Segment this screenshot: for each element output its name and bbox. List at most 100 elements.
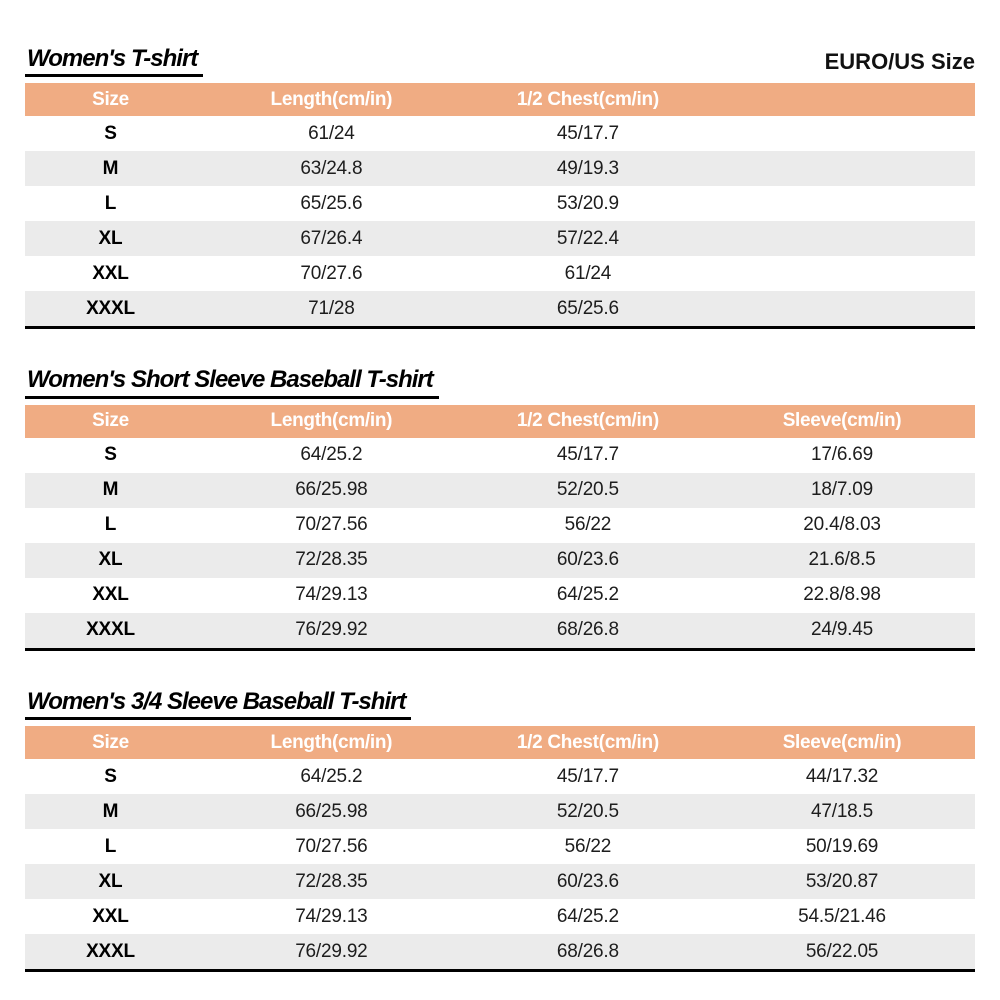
measurement-cell (709, 186, 975, 221)
measurement-cell: 76/29.92 (295, 940, 368, 962)
table-header-row: Size Length(cm/in) 1/2 Chest(cm/in) Sleeve(… (25, 404, 975, 438)
column-header: 1/2 Chest(cm/in) (466, 83, 709, 117)
size-cell: XXL (92, 584, 129, 606)
measurement-cell: 17/6.69 (811, 444, 873, 466)
measurement-cell: 22.8/8.98 (803, 584, 881, 606)
table-header-row: Size Length(cm/in) 1/2 Chest(cm/in) Sleeve(… (25, 726, 975, 760)
size-table: Size Length(cm/in) 1/2 Chest(cm/in) S 61/24… (25, 83, 975, 330)
measurement-cell: 64/25.2 (556, 905, 619, 927)
measurement-cell: 66/25.98 (295, 800, 368, 822)
measurement-cell: 70/27.56 (295, 514, 368, 536)
measurement-cell: 66/25.98 (295, 479, 368, 501)
table-body: S 64/25.2 45/17.7 17/6.69 M 66/25.98 52/20.5 18… (25, 438, 975, 650)
measurement-cell: 70/27.56 (295, 835, 368, 857)
table-row: XL 67/26.4 57/22.4 (25, 221, 975, 257)
measurement-cell: 64/25.2 (300, 765, 363, 787)
measurement-cell: 61/24 (308, 122, 355, 144)
measurement-cell: 45/17.7 (556, 444, 619, 466)
measurement-cell (709, 151, 975, 186)
measurement-cell: 76/29.92 (295, 619, 368, 641)
column-header: Sleeve(cm/in) (709, 726, 975, 760)
measurement-cell: 70/27.6 (300, 262, 363, 284)
column-header: 1/2 Chest(cm/in) (466, 726, 709, 760)
measurement-cell: 63/24.8 (300, 157, 363, 179)
size-cell: XXXL (86, 940, 135, 962)
table-row: XL 72/28.35 60/23.6 53/20.87 (25, 864, 975, 900)
size-standard-label: EURO/US Size (824, 49, 975, 75)
column-header: 1/2 Chest(cm/in) (466, 404, 709, 438)
size-cell: L (104, 192, 117, 214)
size-chart-sections: Women's T-shirt EURO/US Size Size Length(… (25, 45, 975, 973)
size-cell: L (104, 835, 117, 857)
column-header: Size (25, 726, 196, 760)
column-header: Length(cm/in) (196, 726, 467, 760)
table-row: XXXL 71/28 65/25.6 (25, 291, 975, 328)
size-cell: XXXL (86, 297, 135, 319)
measurement-cell (709, 221, 975, 256)
measurement-cell: 53/20.87 (805, 870, 879, 892)
measurement-cell: 49/19.3 (556, 157, 619, 179)
size-cell: L (104, 514, 117, 536)
table-row: XL 72/28.35 60/23.6 21.6/8.5 (25, 542, 975, 578)
table-row: L 70/27.56 56/22 50/19.69 (25, 829, 975, 864)
section-title: Women's Short Sleeve Baseball T-shirt (25, 367, 439, 399)
measurement-cell: 72/28.35 (295, 870, 368, 892)
measurement-cell: 61/24 (564, 262, 612, 284)
measurement-cell: 18/7.09 (811, 479, 873, 501)
table-row: XXXL 76/29.92 68/26.8 24/9.45 (25, 612, 975, 650)
measurement-cell: 60/23.6 (556, 870, 619, 892)
size-table: Size Length(cm/in) 1/2 Chest(cm/in) Sleeve(… (25, 726, 975, 973)
measurement-cell: 72/28.35 (295, 549, 368, 571)
measurement-cell: 54.5/21.46 (798, 905, 886, 927)
column-header: Size (25, 404, 196, 438)
measurement-cell (709, 291, 975, 328)
table-row: XXL 74/29.13 64/25.2 22.8/8.98 (25, 578, 975, 613)
measurement-cell: 47/18.5 (811, 800, 873, 822)
table-body: S 64/25.2 45/17.7 44/17.32 M 66/25.98 52/20.5 4… (25, 759, 975, 971)
measurement-cell: 71/28 (308, 297, 355, 319)
table-row: L 65/25.6 53/20.9 (25, 186, 975, 221)
column-header: Sleeve(cm/in) (709, 404, 975, 438)
table-row: S 61/24 45/17.7 (25, 116, 975, 151)
size-cell: M (102, 800, 119, 822)
table-row: M 66/25.98 52/20.5 47/18.5 (25, 794, 975, 830)
measurement-cell: 68/26.8 (556, 619, 619, 641)
measurement-cell (709, 116, 975, 151)
section-header: Women's 3/4 Sleeve Baseball T-shirt (25, 688, 975, 721)
section-header: Women's Short Sleeve Baseball T-shirt (25, 367, 975, 399)
size-chart-section: Women's 3/4 Sleeve Baseball T-shirt Size… (25, 688, 975, 973)
measurement-cell: 65/25.6 (300, 192, 363, 214)
table-body: S 61/24 45/17.7 M 63/24.8 49/19.3 L 65/25.6 53/2… (25, 116, 975, 328)
table-row: M 66/25.98 52/20.5 18/7.09 (25, 472, 975, 508)
measurement-cell: 74/29.13 (295, 584, 368, 606)
measurement-cell: 44/17.32 (805, 765, 879, 787)
table-row: XXXL 76/29.92 68/26.8 56/22.05 (25, 934, 975, 971)
table-header-row: Size Length(cm/in) 1/2 Chest(cm/in) (25, 83, 975, 117)
size-cell: S (104, 765, 117, 787)
table-row: S 64/25.2 45/17.7 17/6.69 (25, 438, 975, 473)
measurement-cell: 57/22.4 (556, 227, 619, 249)
measurement-cell (709, 256, 975, 291)
table-row: M 63/24.8 49/19.3 (25, 151, 975, 187)
measurement-cell: 56/22.05 (805, 940, 879, 962)
measurement-cell: 45/17.7 (556, 122, 619, 144)
measurement-cell: 50/19.69 (805, 835, 879, 857)
size-cell: XXL (92, 905, 129, 927)
measurement-cell: 45/17.7 (556, 765, 619, 787)
size-cell: XXL (92, 262, 129, 284)
measurement-cell: 60/23.6 (556, 549, 619, 571)
size-cell: M (102, 479, 119, 501)
measurement-cell: 64/25.2 (556, 584, 619, 606)
size-cell: XL (98, 870, 123, 892)
section-title: Women's T-shirt (25, 45, 204, 78)
column-header (709, 83, 975, 117)
size-chart-section: Women's Short Sleeve Baseball T-shirt Si… (25, 367, 975, 651)
measurement-cell: 21.6/8.5 (808, 549, 876, 571)
size-cell: M (102, 157, 119, 179)
section-header: Women's T-shirt EURO/US Size (25, 45, 975, 78)
size-cell: XL (98, 227, 123, 249)
column-header: Length(cm/in) (196, 404, 467, 438)
section-title: Women's 3/4 Sleeve Baseball T-shirt (25, 688, 412, 721)
table-row: L 70/27.56 56/22 20.4/8.03 (25, 508, 975, 543)
